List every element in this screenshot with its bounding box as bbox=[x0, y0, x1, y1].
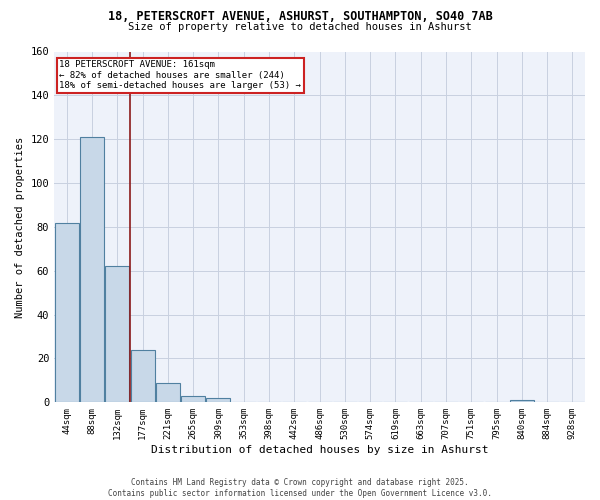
X-axis label: Distribution of detached houses by size in Ashurst: Distribution of detached houses by size … bbox=[151, 445, 488, 455]
Text: 18 PETERSCROFT AVENUE: 161sqm
← 82% of detached houses are smaller (244)
18% of : 18 PETERSCROFT AVENUE: 161sqm ← 82% of d… bbox=[59, 60, 301, 90]
Bar bbox=[510, 400, 534, 402]
Bar bbox=[156, 382, 180, 402]
Bar bbox=[55, 222, 79, 402]
Bar bbox=[80, 137, 104, 402]
Text: Size of property relative to detached houses in Ashurst: Size of property relative to detached ho… bbox=[128, 22, 472, 32]
Bar bbox=[206, 398, 230, 402]
Text: 18, PETERSCROFT AVENUE, ASHURST, SOUTHAMPTON, SO40 7AB: 18, PETERSCROFT AVENUE, ASHURST, SOUTHAM… bbox=[107, 10, 493, 23]
Bar bbox=[131, 350, 155, 403]
Y-axis label: Number of detached properties: Number of detached properties bbox=[15, 136, 25, 318]
Bar bbox=[106, 266, 130, 402]
Text: Contains HM Land Registry data © Crown copyright and database right 2025.
Contai: Contains HM Land Registry data © Crown c… bbox=[108, 478, 492, 498]
Bar bbox=[181, 396, 205, 402]
